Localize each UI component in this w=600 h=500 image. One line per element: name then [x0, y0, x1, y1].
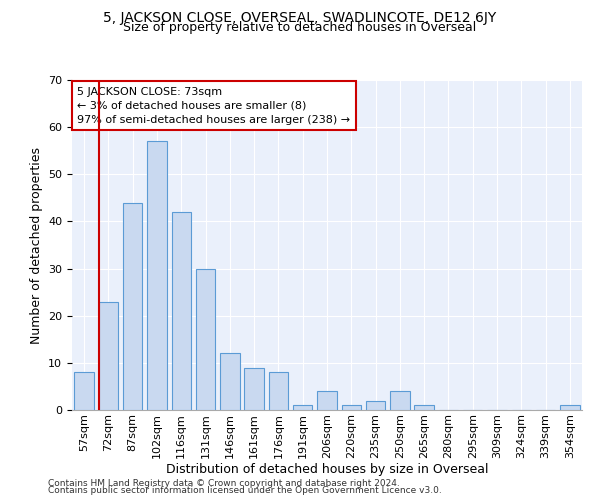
Bar	[317, 391, 337, 410]
Bar	[172, 212, 191, 410]
Bar	[74, 372, 94, 410]
Y-axis label: Number of detached properties: Number of detached properties	[29, 146, 43, 344]
X-axis label: Distribution of detached houses by size in Overseal: Distribution of detached houses by size …	[166, 464, 488, 476]
Bar	[220, 354, 239, 410]
Text: Size of property relative to detached houses in Overseal: Size of property relative to detached ho…	[124, 22, 476, 35]
Bar	[341, 406, 361, 410]
Bar	[366, 400, 385, 410]
Text: Contains HM Land Registry data © Crown copyright and database right 2024.: Contains HM Land Registry data © Crown c…	[48, 478, 400, 488]
Bar	[123, 202, 142, 410]
Text: 5, JACKSON CLOSE, OVERSEAL, SWADLINCOTE, DE12 6JY: 5, JACKSON CLOSE, OVERSEAL, SWADLINCOTE,…	[103, 11, 497, 25]
Bar	[99, 302, 118, 410]
Bar	[244, 368, 264, 410]
Bar	[293, 406, 313, 410]
Bar	[390, 391, 410, 410]
Bar	[147, 142, 167, 410]
Text: Contains public sector information licensed under the Open Government Licence v3: Contains public sector information licen…	[48, 486, 442, 495]
Bar	[560, 406, 580, 410]
Bar	[269, 372, 288, 410]
Bar	[415, 406, 434, 410]
Bar	[196, 268, 215, 410]
Text: 5 JACKSON CLOSE: 73sqm
← 3% of detached houses are smaller (8)
97% of semi-detac: 5 JACKSON CLOSE: 73sqm ← 3% of detached …	[77, 86, 350, 124]
